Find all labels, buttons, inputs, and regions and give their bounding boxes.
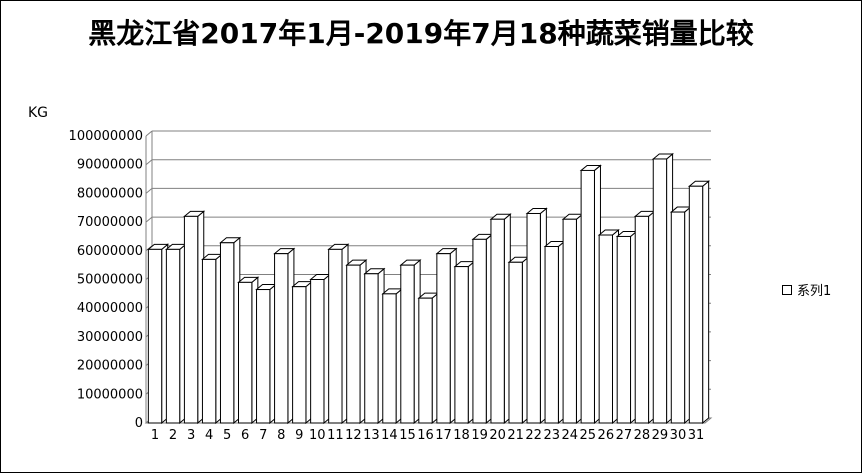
x-tick-label: 9 bbox=[295, 428, 303, 443]
x-tick-label: 12 bbox=[345, 428, 362, 443]
x-tick-label: 17 bbox=[435, 428, 452, 443]
x-tick-label: 4 bbox=[205, 428, 213, 443]
x-tick-label: 8 bbox=[277, 428, 285, 443]
x-tick-label: 5 bbox=[223, 428, 231, 443]
y-axis-unit-label: KG bbox=[28, 105, 49, 121]
bar-side bbox=[702, 180, 710, 425]
bar bbox=[183, 215, 199, 424]
y-tick-label: 80000000 bbox=[77, 186, 143, 201]
y-tick-label: 90000000 bbox=[77, 158, 143, 173]
bar bbox=[454, 266, 469, 424]
legend: 系列1 bbox=[782, 280, 831, 299]
x-tick-label: 23 bbox=[543, 428, 560, 443]
x-tick-label: 13 bbox=[363, 428, 380, 443]
bar bbox=[688, 185, 704, 424]
x-tick-label: 24 bbox=[561, 428, 578, 443]
y-tick-label: 20000000 bbox=[77, 359, 143, 374]
bar bbox=[201, 258, 217, 424]
x-tick-label: 18 bbox=[453, 428, 470, 443]
x-tick-label: 6 bbox=[241, 428, 249, 443]
bar bbox=[490, 218, 505, 424]
bar bbox=[346, 264, 361, 424]
x-tick-label: 2 bbox=[169, 428, 177, 443]
x-tick-label: 1 bbox=[151, 428, 159, 443]
gridline-side bbox=[145, 216, 153, 223]
bar bbox=[472, 238, 487, 424]
bar bbox=[418, 297, 433, 424]
x-tick-label: 26 bbox=[598, 428, 615, 443]
x-tick-label: 28 bbox=[634, 428, 651, 443]
bar bbox=[436, 253, 451, 424]
x-tick-label: 31 bbox=[688, 428, 705, 443]
bar bbox=[219, 242, 235, 424]
x-tick-label: 3 bbox=[187, 428, 195, 443]
legend-label: 系列1 bbox=[797, 284, 832, 299]
x-tick-label: 16 bbox=[417, 428, 434, 443]
x-tick-label: 14 bbox=[381, 428, 398, 443]
bar bbox=[544, 245, 559, 424]
bar bbox=[328, 248, 343, 424]
x-tick-label: 10 bbox=[309, 428, 326, 443]
x-tick-label: 30 bbox=[670, 428, 687, 443]
gridline-side bbox=[145, 159, 153, 166]
bar bbox=[580, 169, 595, 424]
x-tick-label: 22 bbox=[525, 428, 542, 443]
x-tick-label: 27 bbox=[616, 428, 633, 443]
bar bbox=[256, 289, 271, 424]
y-tick-label: 70000000 bbox=[77, 215, 143, 230]
bar bbox=[598, 234, 613, 424]
bar bbox=[616, 235, 632, 424]
x-tick-label: 21 bbox=[507, 428, 524, 443]
x-tick-label: 11 bbox=[327, 428, 344, 443]
bar bbox=[274, 253, 289, 424]
bar bbox=[364, 273, 379, 424]
bar bbox=[562, 218, 577, 424]
y-tick-label: 40000000 bbox=[77, 301, 143, 316]
bar bbox=[165, 248, 181, 424]
x-tick-label: 25 bbox=[580, 428, 597, 443]
x-tick-label: 19 bbox=[471, 428, 488, 443]
x-tick-label: 7 bbox=[259, 428, 267, 443]
x-tick-label: 29 bbox=[652, 428, 669, 443]
y-tick-label: 60000000 bbox=[77, 244, 143, 259]
y-tick-label: 100000000 bbox=[69, 129, 143, 144]
bar bbox=[382, 293, 397, 424]
y-tick-label: 10000000 bbox=[77, 387, 143, 402]
x-tick-label: 15 bbox=[399, 428, 416, 443]
bar bbox=[526, 212, 541, 424]
bar bbox=[508, 261, 523, 424]
x-tick-label: 20 bbox=[489, 428, 506, 443]
gridline-side bbox=[145, 188, 153, 194]
bar bbox=[670, 211, 686, 424]
y-tick-label: 0 bbox=[135, 416, 143, 431]
y-tick-label: 30000000 bbox=[77, 330, 143, 345]
bar bbox=[147, 248, 163, 424]
bar bbox=[238, 281, 253, 424]
legend-swatch bbox=[782, 284, 792, 295]
bar bbox=[310, 279, 325, 424]
bar bbox=[634, 215, 650, 424]
bar bbox=[400, 264, 415, 424]
y-tick-label: 50000000 bbox=[77, 273, 143, 288]
bar bbox=[292, 286, 307, 424]
gridline-side bbox=[145, 130, 153, 137]
bar bbox=[652, 158, 668, 424]
chart-title: 黑龙江省2017年1月-2019年7月18种蔬菜销量比较 bbox=[88, 17, 754, 50]
